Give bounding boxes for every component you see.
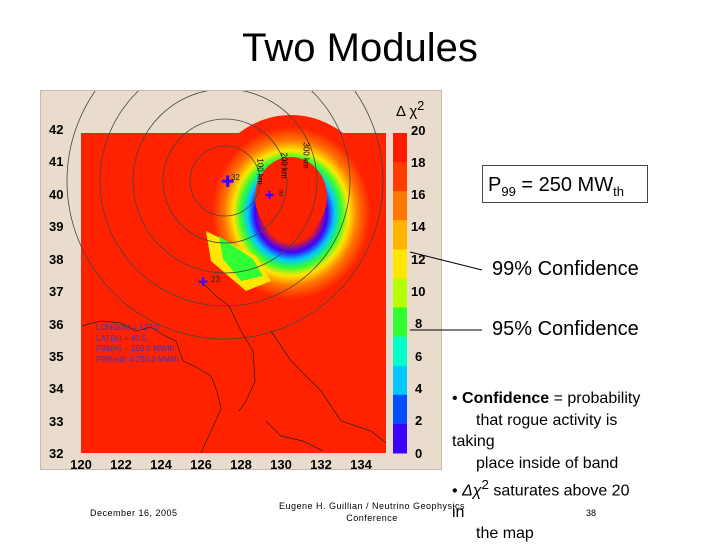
bullet-2: • Δχ2 saturates above 20 bbox=[452, 477, 630, 500]
colorbar-segment bbox=[393, 220, 407, 250]
colorbar-title: Δ χ2 bbox=[396, 99, 424, 120]
bullet-1-line4: place inside of band bbox=[476, 454, 619, 472]
lat-label: 39 bbox=[49, 219, 64, 234]
lon-label: 132 bbox=[310, 457, 332, 472]
colorbar-segment bbox=[393, 162, 407, 192]
ring-label-200: 200 km bbox=[279, 152, 289, 179]
lat-label: 34 bbox=[49, 381, 64, 396]
info-line: P99(out) = 250.0 MWth bbox=[96, 354, 179, 364]
colorbar-segment bbox=[393, 278, 407, 309]
bullet-2-sup: 2 bbox=[481, 477, 489, 492]
bullet-1: • Confidence = probability bbox=[452, 390, 641, 407]
explanation-bullets: • Confidence = probability that rogue ac… bbox=[452, 388, 692, 545]
colorbar-segment bbox=[393, 336, 407, 367]
lat-label: 33 bbox=[49, 414, 64, 429]
bullet-2-line3: the map bbox=[476, 525, 534, 543]
p99-value: = 250 MW bbox=[515, 174, 614, 196]
colorbar-segment bbox=[393, 307, 407, 338]
colorbar-segment bbox=[393, 365, 407, 396]
confidence-95-label: 95% Confidence bbox=[492, 318, 639, 340]
colorbar-label: 4 bbox=[415, 381, 423, 396]
reactor-markers: ✚ ✚ ✚ bbox=[198, 172, 274, 289]
info-line: LAT(in) = 40.5 bbox=[96, 333, 147, 343]
slide-title: Two Modules bbox=[242, 26, 478, 70]
lat-label: 32 bbox=[49, 446, 64, 461]
lon-label: 122 bbox=[110, 457, 132, 472]
bullet-1-bold: Confidence bbox=[462, 390, 550, 407]
coastline bbox=[80, 280, 387, 454]
map-plot-frame: ✚ ✚ ✚ 42 41 40 39 38 37 36 35 34 33 32 1… bbox=[40, 90, 442, 472]
lat-label: 38 bbox=[49, 252, 64, 267]
colorbar-title-sup: 2 bbox=[417, 99, 425, 113]
map-plot: ✚ ✚ ✚ bbox=[66, 91, 387, 454]
colorbar-segment bbox=[393, 394, 407, 425]
lat-label: 41 bbox=[49, 154, 64, 169]
lon-label: 120 bbox=[70, 457, 92, 472]
bullet-2-delta: Δχ bbox=[462, 482, 482, 500]
p99-box: P99 = 250 MWth bbox=[482, 165, 648, 203]
colorbar-label: 10 bbox=[411, 284, 426, 299]
lon-label: 130 bbox=[270, 457, 292, 472]
ring-label-300: 300 km bbox=[301, 142, 311, 169]
svg-text:✚: ✚ bbox=[221, 172, 234, 191]
p99-unit-sub: th bbox=[613, 184, 624, 199]
distance-circles bbox=[66, 91, 384, 340]
lon-label: 134 bbox=[350, 457, 372, 472]
colorbar-label: 12 bbox=[411, 252, 426, 267]
colorbar-label: 0 bbox=[415, 446, 423, 461]
slide-number: 38 bbox=[586, 508, 597, 518]
lat-label: 37 bbox=[49, 284, 64, 299]
marker-label-8: 8 bbox=[279, 189, 284, 198]
bullet-1-line2: that rogue activity is bbox=[476, 411, 618, 429]
confidence-99-label: 99% Confidence bbox=[492, 258, 639, 280]
footer-author: Eugene H. Guillian / Neutrino Geophysics… bbox=[278, 501, 466, 523]
plot-info-box: LONG(in) = 127.0 LAT(in) = 40.5 P99(in) … bbox=[96, 323, 179, 365]
colorbar-label: 16 bbox=[411, 187, 426, 202]
lat-label: 36 bbox=[49, 317, 64, 332]
colorbar-segment bbox=[393, 191, 407, 221]
colorbar-title-text: Δ χ bbox=[396, 103, 418, 120]
lat-label: 40 bbox=[49, 187, 64, 202]
info-line: LONG(in) = 127.0 bbox=[96, 323, 160, 332]
colorbar-segment bbox=[393, 249, 407, 279]
colorbar-label: 8 bbox=[415, 316, 423, 331]
colorbar-label: 2 bbox=[415, 413, 423, 428]
footer-date: December 16, 2005 bbox=[90, 508, 178, 518]
marker-label-32: 32 bbox=[231, 173, 240, 182]
info-line: P99(in) = 250.0 MWth bbox=[96, 344, 175, 353]
lat-label: 35 bbox=[49, 349, 64, 364]
ring-label-100: 100 km bbox=[255, 158, 265, 185]
colorbar-label: 6 bbox=[415, 349, 423, 364]
bullet-2-line2: in bbox=[452, 503, 465, 521]
marker-label-23: 23 bbox=[211, 275, 220, 284]
colorbar-segment bbox=[393, 423, 407, 454]
lon-label: 128 bbox=[230, 457, 252, 472]
bullet-1-rest: = probability bbox=[549, 390, 641, 407]
colorbar-segment bbox=[393, 133, 407, 163]
colorbar-label: 18 bbox=[411, 155, 426, 170]
lon-label: 126 bbox=[190, 457, 212, 472]
colorbar-label: 14 bbox=[411, 219, 426, 234]
lat-label: 42 bbox=[49, 122, 64, 137]
p99-sub: 99 bbox=[501, 184, 516, 199]
bullet-2-rest: saturates above 20 bbox=[488, 482, 630, 500]
confidence-ring bbox=[201, 115, 381, 311]
lon-label: 124 bbox=[150, 457, 172, 472]
bullet-1-line3: taking bbox=[452, 433, 495, 450]
svg-text:✚: ✚ bbox=[198, 275, 208, 289]
svg-text:✚: ✚ bbox=[265, 189, 274, 202]
colorbar-label: 20 bbox=[411, 123, 426, 138]
colorbar bbox=[393, 133, 407, 454]
p99-label: P bbox=[488, 174, 502, 196]
